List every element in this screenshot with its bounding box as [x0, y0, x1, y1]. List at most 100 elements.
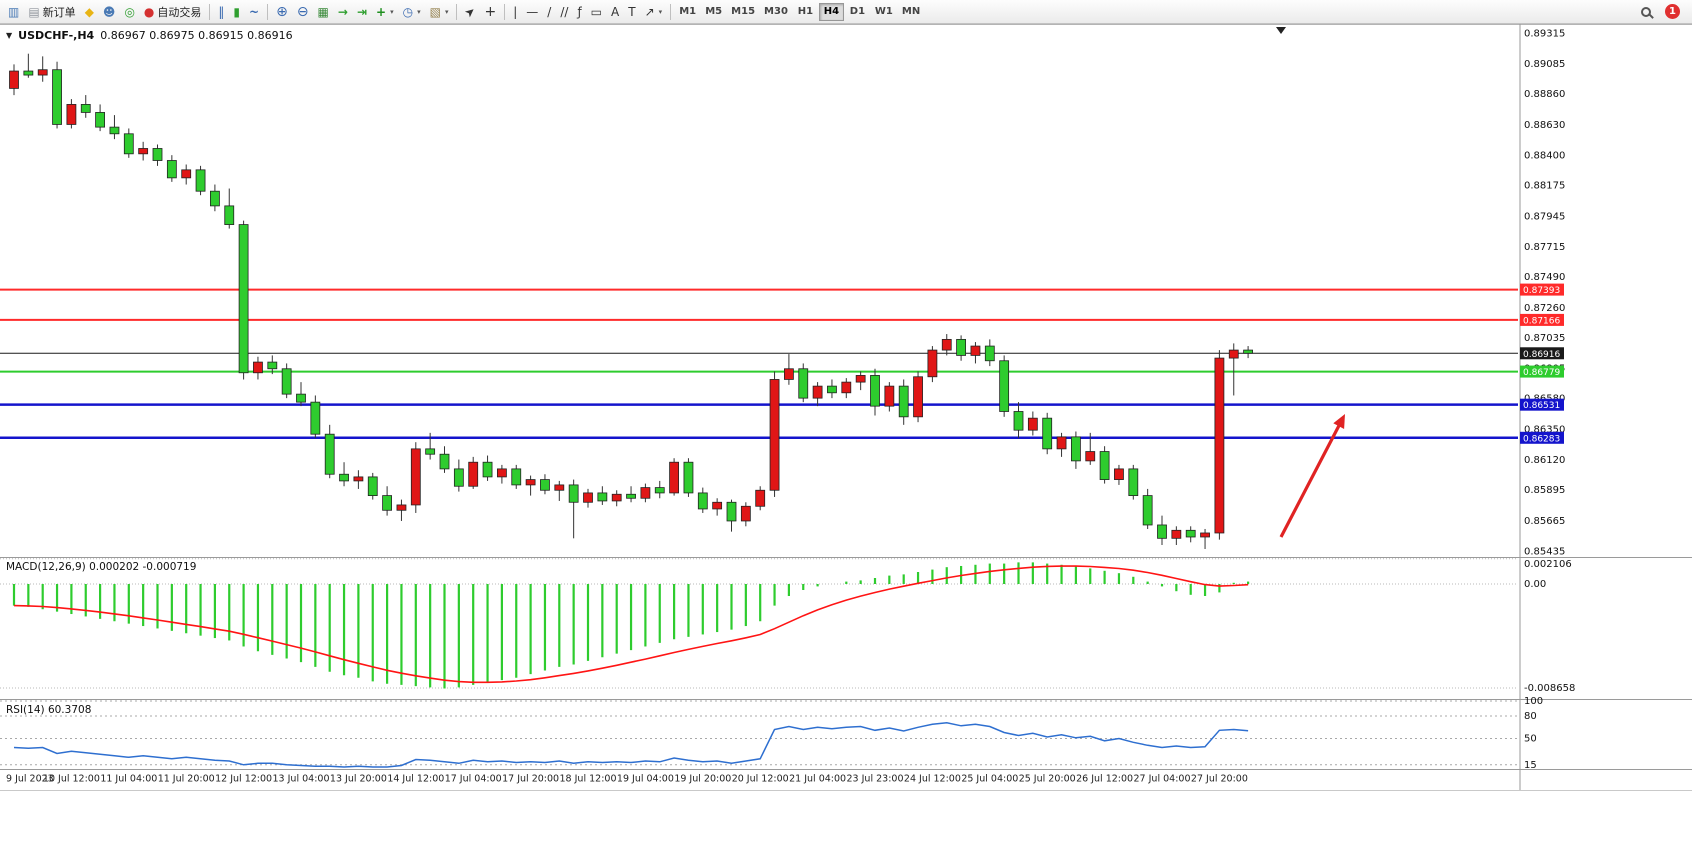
candle-body[interactable] — [9, 70, 19, 89]
candle-body[interactable] — [1071, 436, 1081, 462]
candle-body[interactable] — [410, 448, 421, 506]
candle-body[interactable] — [166, 160, 177, 179]
candle-body[interactable] — [525, 479, 536, 486]
candle-body[interactable] — [913, 376, 923, 418]
candle-body[interactable] — [1128, 468, 1139, 496]
line-chart-mode-button[interactable]: ~ — [245, 2, 263, 22]
horizontal-line-button[interactable]: — — [522, 2, 542, 22]
text-button[interactable]: A — [607, 2, 623, 22]
candle-body[interactable] — [1157, 524, 1167, 539]
trendline-button[interactable]: / — [543, 2, 555, 22]
profile-button[interactable]: ☻ — [99, 2, 120, 22]
candle-body[interactable] — [281, 368, 292, 395]
candle-body[interactable] — [669, 461, 679, 494]
candle-body[interactable] — [468, 461, 479, 487]
community-button[interactable]: ◎ — [120, 2, 138, 22]
candle-body[interactable] — [999, 360, 1010, 412]
candle-body[interactable] — [740, 505, 751, 522]
candle-body[interactable] — [984, 345, 995, 362]
candle-body[interactable] — [453, 468, 464, 487]
candle-body[interactable] — [123, 133, 134, 155]
candle-body[interactable] — [1200, 532, 1210, 538]
search-button[interactable] — [1637, 2, 1655, 22]
candle-body[interactable] — [52, 69, 62, 125]
candle-body[interactable] — [66, 104, 77, 125]
timeframe-w1-button[interactable]: W1 — [871, 3, 897, 21]
templates-button[interactable]: ▧ ▾ — [426, 2, 453, 22]
candle-body[interactable] — [353, 476, 364, 482]
candle-body[interactable] — [310, 401, 321, 435]
candle-body[interactable] — [654, 487, 665, 494]
candle-body[interactable] — [941, 338, 952, 351]
candle-body[interactable] — [209, 190, 220, 207]
candle-body[interactable] — [224, 205, 235, 225]
candle-body[interactable] — [611, 493, 622, 502]
candle-body[interactable] — [367, 476, 378, 496]
candle-body[interactable] — [195, 169, 206, 192]
candle-body[interactable] — [956, 338, 966, 356]
candle-body[interactable] — [841, 381, 852, 394]
timeframe-m30-button[interactable]: M30 — [760, 3, 792, 21]
candle-body[interactable] — [238, 224, 249, 374]
candle-body[interactable] — [540, 479, 550, 491]
candle-body[interactable] — [1042, 417, 1053, 450]
candle-body[interactable] — [23, 70, 34, 76]
candle-body[interactable] — [496, 468, 507, 478]
candle-body[interactable] — [827, 385, 837, 394]
candle-body[interactable] — [1013, 411, 1024, 431]
timeframe-d1-button[interactable]: D1 — [845, 3, 870, 21]
candle-body[interactable] — [855, 375, 866, 383]
shapes-button[interactable]: ▭ — [587, 2, 606, 22]
candle-body[interactable] — [109, 126, 120, 135]
tile-windows-button[interactable]: ▦ — [314, 2, 333, 22]
candle-body[interactable] — [1056, 436, 1067, 450]
candle-body[interactable] — [1099, 451, 1110, 480]
candle-body[interactable] — [253, 361, 263, 374]
timeframe-m5-button[interactable]: M5 — [701, 3, 726, 21]
candle-body[interactable] — [798, 368, 809, 399]
equidistant-channel-button[interactable]: // — [556, 2, 572, 22]
candle-body[interactable] — [80, 104, 91, 113]
candle-body[interactable] — [511, 468, 522, 486]
candle-body[interactable] — [37, 69, 48, 76]
new-chart-button[interactable]: ▥ — [4, 2, 23, 22]
candle-body[interactable] — [439, 453, 450, 470]
candle-body[interactable] — [870, 375, 880, 407]
candle-body[interactable] — [138, 148, 149, 155]
candle-body[interactable] — [726, 501, 737, 522]
arrows-button[interactable]: ↗ ▾ — [641, 2, 667, 22]
candle-body[interactable] — [95, 112, 105, 128]
candle-body[interactable] — [898, 385, 909, 418]
candle-body[interactable] — [554, 484, 565, 491]
candle-body[interactable] — [884, 385, 895, 407]
fibonacci-button[interactable]: ƒ — [573, 2, 585, 22]
candle-body[interactable] — [697, 492, 708, 510]
candle-body[interactable] — [382, 495, 393, 511]
candle-body[interactable] — [1228, 349, 1239, 359]
candle-body[interactable] — [683, 461, 694, 494]
candle-body[interactable] — [626, 493, 636, 499]
candle-body[interactable] — [425, 448, 436, 455]
candle-body[interactable] — [482, 461, 493, 478]
timeframe-mn-button[interactable]: MN — [898, 3, 924, 21]
vertical-line-button[interactable]: | — [509, 2, 521, 22]
candle-body[interactable] — [769, 379, 780, 491]
timeframe-m15-button[interactable]: M15 — [727, 3, 759, 21]
candle-body[interactable] — [583, 492, 593, 503]
candle-body[interactable] — [1185, 529, 1196, 538]
candle-body[interactable] — [597, 492, 608, 502]
timeframe-m1-button[interactable]: M1 — [675, 3, 700, 21]
candle-body[interactable] — [927, 349, 938, 378]
chart-shift-button[interactable]: ⇥ — [353, 2, 371, 22]
new-order-button[interactable]: ▤ 新订单 — [24, 2, 79, 22]
candle-body[interactable] — [267, 361, 278, 370]
auto-scroll-button[interactable]: → — [334, 2, 352, 22]
timeframe-h1-button[interactable]: H1 — [793, 3, 818, 21]
zoom-in-button[interactable]: ⊕ — [272, 2, 292, 22]
candle-body[interactable] — [784, 368, 794, 380]
candle-body[interactable] — [1027, 417, 1038, 431]
notification-badge[interactable]: 1 — [1665, 4, 1680, 19]
candle-body[interactable] — [755, 489, 766, 507]
candle-body[interactable] — [339, 473, 349, 482]
zoom-out-button[interactable]: ⊖ — [293, 2, 313, 22]
